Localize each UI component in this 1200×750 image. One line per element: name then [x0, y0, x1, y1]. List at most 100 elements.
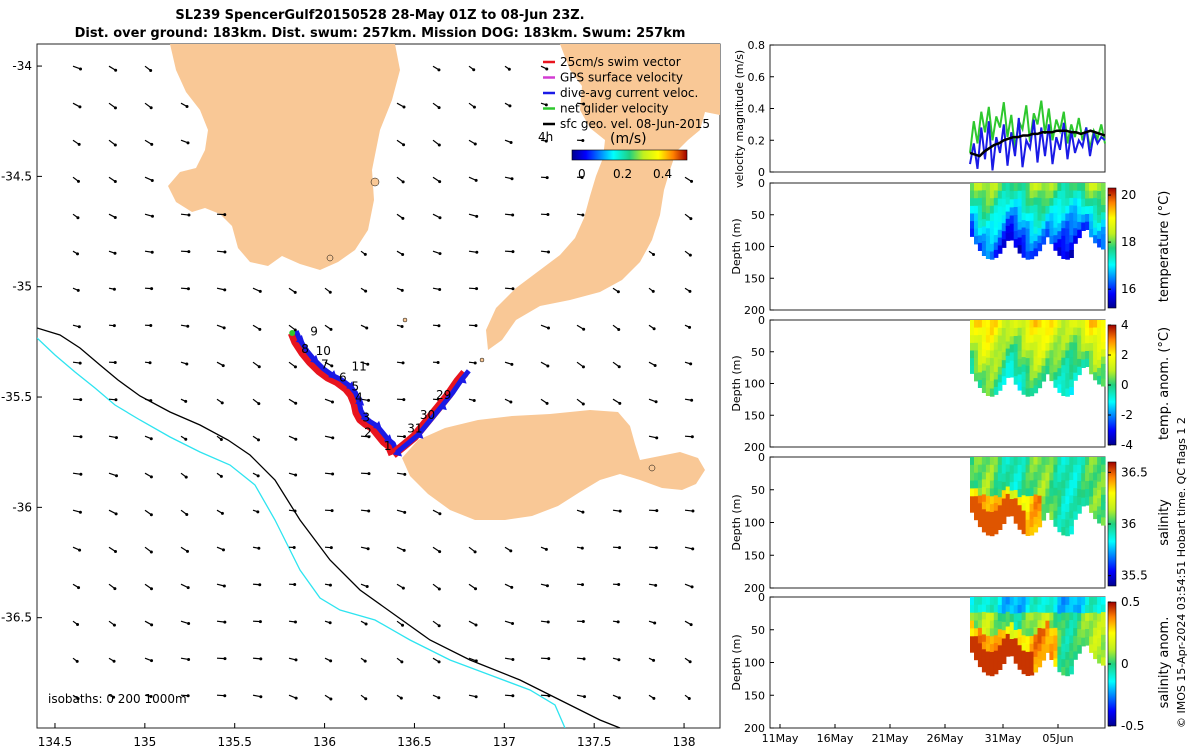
- section-cell: [1009, 613, 1015, 623]
- section-cell: [1029, 327, 1035, 336]
- section-cell: [1045, 464, 1050, 474]
- vector-head: [581, 213, 585, 217]
- section-cell: [1029, 480, 1035, 489]
- vector-shaft: [72, 361, 81, 364]
- section-cell: [1001, 328, 1007, 337]
- velocity-ylabel: velocity magnitude (m/s): [733, 50, 746, 188]
- section-cell: [1033, 183, 1039, 191]
- section-cell: [989, 659, 995, 669]
- vector-shaft: [72, 546, 80, 551]
- section-cell: [1053, 190, 1058, 199]
- section-cell: [1061, 380, 1066, 389]
- vector-head: [438, 216, 442, 220]
- section-cell: [1049, 205, 1054, 214]
- section-cell: [1049, 228, 1054, 237]
- vector-shaft: [468, 398, 475, 402]
- section-cell: [993, 212, 999, 221]
- section-cell: [1097, 514, 1102, 524]
- vector-shaft: [540, 102, 547, 106]
- section-cell: [985, 327, 991, 336]
- vector-head: [401, 361, 405, 365]
- vector-shaft: [144, 620, 152, 626]
- vector-shaft: [684, 176, 692, 182]
- section-cell: [1045, 229, 1050, 238]
- vector-shaft: [324, 361, 333, 367]
- section-cell: [1033, 664, 1039, 673]
- section-cell: [1009, 465, 1015, 475]
- vector-head: [149, 475, 153, 479]
- section-cell: [985, 228, 991, 237]
- section-cell: [1045, 358, 1050, 367]
- vector-shaft: [108, 213, 116, 218]
- colorbar-tick-label: 36.5: [1121, 465, 1148, 479]
- figure-title-line-2: Dist. over ground: 183km. Dist. swum: 25…: [74, 26, 686, 41]
- section-cell: [1001, 465, 1007, 475]
- section-cell: [1009, 605, 1015, 615]
- section-cell: [1061, 387, 1066, 396]
- vector-shaft: [648, 583, 656, 586]
- section-cell: [981, 378, 987, 386]
- section-cell: [1093, 327, 1098, 336]
- section-cell: [1053, 627, 1058, 637]
- section-cell: [1077, 351, 1082, 360]
- section-cell: [985, 628, 991, 637]
- section-cell: [1057, 247, 1062, 256]
- section-cell: [1009, 360, 1015, 370]
- section-cell: [997, 597, 1003, 606]
- section-cell: [1053, 597, 1058, 606]
- vector-shaft: [288, 287, 296, 293]
- section-cell: [1089, 457, 1094, 466]
- section-cell: [1097, 328, 1102, 337]
- section-cell: [985, 480, 991, 489]
- isobath-200m: [37, 327, 621, 728]
- section-cell: [981, 626, 987, 635]
- section-cell: [1073, 183, 1078, 192]
- section-cell: [1037, 320, 1043, 329]
- section-cell: [981, 327, 987, 335]
- vector-head: [401, 586, 405, 590]
- vector-head: [150, 178, 154, 182]
- section-cell: [1009, 215, 1015, 225]
- vector-shaft: [288, 361, 296, 368]
- section-cell: [1001, 646, 1007, 656]
- section-cell: [1065, 512, 1070, 521]
- section-cell: [1069, 487, 1074, 496]
- section-cell: [1025, 388, 1031, 397]
- vector-head: [654, 400, 658, 404]
- section-cell: [1073, 495, 1078, 505]
- section-cell: [977, 190, 983, 199]
- vector-head: [149, 550, 153, 554]
- section-cell: [1069, 635, 1074, 644]
- section-cell: [997, 489, 1003, 498]
- section-cell: [1049, 335, 1054, 344]
- section-cell: [1033, 487, 1039, 496]
- section-cell: [1017, 497, 1023, 506]
- current-arrow: [383, 434, 393, 444]
- vector-head: [331, 472, 335, 476]
- vector-shaft: [288, 324, 296, 331]
- section-cell: [1053, 235, 1058, 244]
- section-cell: [1029, 667, 1035, 676]
- section-cell: [1069, 379, 1074, 388]
- section-cell: [1073, 480, 1078, 489]
- section-cell: [1097, 199, 1102, 208]
- vector-head: [149, 324, 153, 328]
- section-cell: [1097, 621, 1102, 631]
- section-cell: [1049, 496, 1054, 505]
- section-cell: [989, 388, 995, 397]
- section-cell: [1021, 642, 1027, 652]
- section-cell: [1025, 320, 1031, 329]
- colorbar-label: temp. anom. (°C): [1157, 327, 1172, 440]
- section-cell: [1061, 464, 1066, 474]
- section-cell: [1013, 613, 1019, 623]
- section-cell: [1029, 388, 1035, 397]
- vector-head: [438, 180, 442, 184]
- section-cell: [1001, 183, 1007, 192]
- section-cell: [1049, 220, 1054, 229]
- vector-head: [582, 102, 586, 106]
- section-cell: [981, 471, 987, 480]
- section-cell: [993, 643, 999, 652]
- section-cell: [1005, 648, 1011, 657]
- land-kangaroo-island: [402, 410, 705, 520]
- section-cell: [1101, 657, 1106, 666]
